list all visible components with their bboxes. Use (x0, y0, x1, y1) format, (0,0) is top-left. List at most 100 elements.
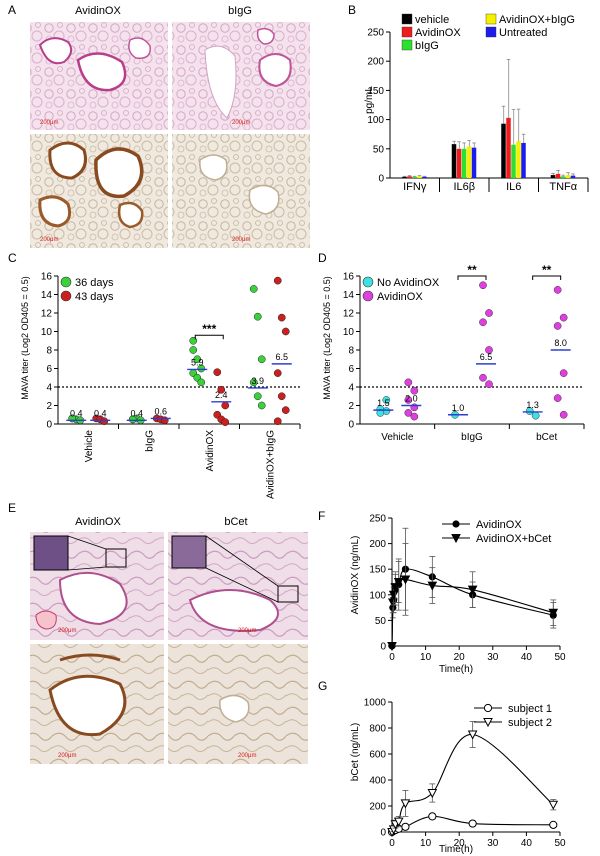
b-bar-vehicle (402, 176, 407, 178)
d-legend-label: No AvidinOX (377, 277, 440, 289)
d-data-point (559, 369, 568, 377)
scale-label-e4: 200μm (238, 753, 256, 759)
c-data-point (249, 378, 258, 387)
f-y-tick-label: 50 (375, 616, 387, 627)
inset-line-e2 (67, 566, 107, 571)
g-plot-area (387, 721, 559, 838)
g-legend: subject 1 subject 2 (474, 703, 552, 729)
d-data-point (404, 409, 413, 417)
d-legend-marker (362, 276, 374, 288)
c-data-point (197, 364, 206, 373)
airway-e4 (48, 674, 127, 737)
d-mean-label: 2.0 (405, 394, 418, 404)
f-data-point (427, 581, 438, 591)
panel-g: G 0 200 400 600 800 1000 0 10 20 30 40 50 bCet (ng/… (318, 679, 566, 855)
b-bar-Untreated (471, 147, 477, 178)
c-y-tick-label: 12 (41, 309, 53, 320)
f-legend-marker (451, 534, 461, 544)
d-data-point (553, 394, 562, 402)
c-significance-label: *** (202, 322, 216, 336)
c-y-tick-label: 8 (46, 346, 52, 357)
c-mean-label: 3.9 (251, 376, 264, 386)
b-y-tick-label: 250 (367, 28, 384, 39)
airway-a4 (204, 45, 237, 119)
d-y-tick-label: 0 (348, 420, 354, 431)
d-data-point (479, 373, 487, 382)
scale-label-e3: 200μm (58, 753, 76, 759)
c-mean-label: 0.4 (94, 408, 107, 418)
c-mean-label: 6.5 (275, 352, 288, 362)
f-legend-marker (452, 520, 460, 528)
g-legend-marker (483, 718, 493, 728)
c-data-point (213, 368, 222, 377)
airway-a5 (258, 53, 292, 88)
c-y-tick-label: 6 (46, 364, 52, 375)
airway-a7 (48, 141, 87, 180)
b-bar-AvidinOX (555, 173, 561, 178)
f-data-point (400, 575, 411, 585)
b-bar-AvidinOX+bIgG (417, 176, 422, 178)
b-bar-Untreated (422, 176, 427, 178)
d-mean-label: 6.5 (480, 352, 493, 362)
g-series-line (391, 733, 554, 833)
d-data-point (553, 322, 562, 330)
airway-a10 (117, 201, 144, 229)
c-data-point (249, 285, 258, 293)
g-data-point (549, 820, 558, 829)
b-y-label: pg/mL (364, 86, 375, 114)
c-plot-area: Vehicle bIgG AvidinOX AvidinOX+bIgG 0.4 0.4 0.… (58, 276, 301, 499)
airway-a6 (256, 27, 275, 45)
b-bar-bIgG (511, 144, 516, 178)
b-bar-bIgG (461, 148, 467, 178)
g-data-point (428, 812, 437, 821)
f-data-point (467, 585, 478, 595)
c-group-label: AvidinOX+bIgG (265, 430, 276, 499)
c-group-label: bIgG (144, 430, 155, 452)
f-data-point (390, 583, 401, 593)
b-y-tick-label: 0 (378, 174, 384, 185)
c-data-point (189, 336, 198, 345)
b-y-tick-label: 150 (367, 86, 384, 97)
f-x-tick-label: 50 (554, 652, 566, 663)
f-y-tick-label: 100 (369, 590, 386, 601)
c-data-point (217, 385, 226, 394)
c-mean-label: 0.6 (154, 406, 167, 416)
g-data-point (393, 817, 404, 827)
g-y-tick-label: 0 (380, 828, 386, 839)
g-data-point (548, 800, 559, 810)
c-data-point (100, 417, 109, 426)
airway-a8 (94, 147, 144, 199)
d-data-point (404, 396, 413, 404)
d-data-point (559, 410, 568, 419)
c-legend-label: 43 days (75, 291, 114, 303)
b-bar-bIgG (560, 176, 566, 178)
g-y-tick-label: 1000 (364, 698, 387, 709)
panel-a: A AvidinOX bIgG 200μm 200μm 200μm 200μm (8, 3, 310, 248)
c-group-label: AvidinOX (205, 430, 216, 472)
d-y-tick-label: 4 (348, 383, 354, 394)
f-x-tick-label: 0 (389, 652, 395, 663)
panel-e-title-left: AvidinOX (75, 516, 121, 528)
b-legend-label: vehicle (415, 14, 449, 26)
f-data-point (548, 608, 559, 618)
inset-e-avidinox (33, 535, 69, 571)
c-y-tick-label: 0 (46, 420, 52, 431)
f-legend-label: AvidinOX (476, 519, 522, 531)
g-legend-marker (483, 703, 493, 713)
inset-line-e4 (205, 567, 279, 603)
f-plot-area (387, 527, 559, 652)
g-x-tick-label: 50 (554, 838, 566, 849)
airway-a12 (248, 184, 280, 215)
g-data-point (427, 789, 438, 799)
d-y-label: MAVA titer (Log2 OD405 = 0.5) (322, 276, 332, 399)
g-x-tick-label: 10 (420, 838, 432, 849)
c-mean-label: 0.4 (130, 408, 143, 418)
c-data-point (257, 401, 266, 410)
b-legend-label: AvidinOX (415, 27, 461, 39)
c-y-label: MAVA titer (Log2 OD405 = 0.5) (20, 276, 30, 399)
b-bar-AvidinOX (506, 117, 511, 178)
panel-e-title-right: bCet (224, 516, 247, 528)
c-y-axis: 0 2 4 6 8 10 12 14 16 (41, 272, 59, 431)
panel-c: C 0 2 4 6 8 10 12 14 16 MAVA titer (Log2 OD405 =… (8, 251, 301, 499)
b-y-axis: 0 50 100 150 200 250 (367, 28, 391, 185)
